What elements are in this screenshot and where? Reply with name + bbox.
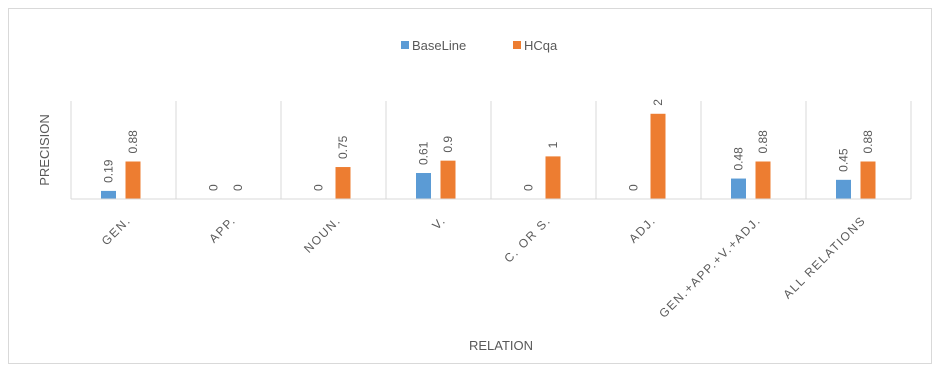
legend-label-hcqa: HCqa — [524, 38, 558, 53]
x-tick-labels: GEN. APP. NOUN. V. C. OR S. ADJ.GEN.+APP.+V.+… — [99, 213, 869, 320]
legend-label-baseline: BaseLine — [412, 38, 466, 53]
data-label-baseline-1: 0 — [207, 184, 221, 191]
x-axis-title: RELATION — [469, 338, 533, 353]
x-tick-label-7: ALL RELATIONS — [780, 213, 868, 301]
bar-hcqa-7 — [860, 161, 876, 199]
bar-baseline-7 — [836, 179, 851, 199]
data-label-hcqa-1: 0 — [231, 184, 245, 191]
bar-hcqa-0 — [125, 161, 141, 199]
x-tick-label-1: APP. — [206, 213, 238, 245]
data-label-hcqa-4: 1 — [546, 141, 560, 148]
x-tick-label-6: GEN.+APP.+V.+ADJ. — [656, 213, 763, 320]
y-axis-title: PRECISION — [37, 114, 52, 186]
bar-baseline-3 — [416, 173, 431, 199]
data-label-baseline-2: 0 — [312, 184, 326, 191]
data-label-baseline-0: 0.19 — [102, 159, 116, 183]
bar-hcqa-4 — [545, 156, 561, 199]
data-label-baseline-5: 0 — [627, 184, 641, 191]
x-tick-label-3: V. — [429, 213, 448, 232]
x-tick-label-0: GEN. — [99, 213, 134, 248]
legend: BaseLine HCqa — [401, 38, 558, 53]
x-tick-label-5: ADJ. — [626, 213, 659, 246]
data-label-baseline-7: 0.45 — [837, 148, 851, 172]
data-label-baseline-4: 0 — [522, 184, 536, 191]
data-label-hcqa-7: 0.88 — [861, 130, 875, 154]
data-labels: 0.19 0.88 0 0 0 0.75 0.61 0.9 0 1 0 2 0.48 0.88 0.45 0.… — [102, 99, 876, 191]
bar-hcqa-2 — [335, 167, 351, 199]
bar-hcqa-5 — [650, 113, 666, 199]
bar-hcqa-6 — [755, 161, 771, 199]
data-label-baseline-6: 0.48 — [732, 147, 746, 171]
data-label-hcqa-2: 0.75 — [336, 135, 350, 159]
data-label-hcqa-3: 0.9 — [441, 136, 455, 153]
category-gridlines — [70, 101, 912, 199]
legend-swatch-baseline — [401, 41, 409, 49]
data-label-hcqa-5: 2 — [651, 99, 665, 106]
data-label-hcqa-6: 0.88 — [756, 130, 770, 154]
bar-hcqa-3 — [440, 160, 456, 199]
bar-baseline-6 — [731, 178, 746, 199]
bar-baseline-0 — [101, 190, 116, 199]
data-label-baseline-3: 0.61 — [417, 141, 431, 165]
x-tick-label-4: C. OR S. — [501, 213, 553, 265]
chart-frame: BaseLine HCqa 0.19 0.88 0 0 0 0.75 0.61 0.9 0 1 0 2 0… — [8, 8, 932, 364]
legend-swatch-hcqa — [513, 41, 521, 49]
bars — [101, 113, 876, 199]
bar-chart: BaseLine HCqa 0.190.880 0 00.75 0.61 0.901020… — [37, 38, 912, 353]
data-label-hcqa-0: 0.88 — [126, 130, 140, 154]
x-tick-label-2: NOUN. — [301, 213, 344, 256]
